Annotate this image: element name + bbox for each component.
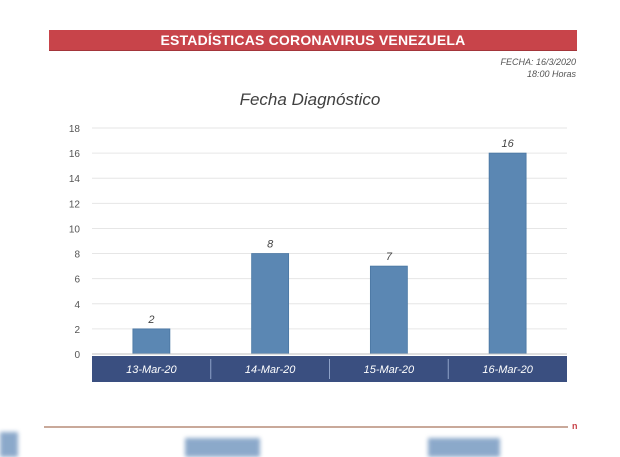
bar bbox=[132, 328, 171, 355]
page-title: ESTADÍSTICAS CORONAVIRUS VENEZUELA bbox=[160, 32, 466, 48]
y-tick-label: 10 bbox=[69, 224, 81, 235]
report-time: 18:00 Horas bbox=[526, 69, 576, 79]
data-label: 16 bbox=[502, 138, 515, 150]
data-label: 2 bbox=[147, 314, 154, 326]
x-tick-label: 14-Mar-20 bbox=[245, 364, 296, 376]
y-tick-label: 6 bbox=[74, 275, 80, 286]
report-meta: FECHA: 16/3/2020 18:00 Horas bbox=[500, 56, 576, 80]
y-tick-label: 2 bbox=[74, 325, 80, 336]
x-tick-label: 15-Mar-20 bbox=[364, 364, 415, 376]
report-date: FECHA: 16/3/2020 bbox=[500, 57, 576, 67]
decorative-blob-right bbox=[428, 438, 500, 457]
decorative-blob-center bbox=[185, 438, 260, 457]
footer-mark: n bbox=[572, 421, 578, 431]
chart-title: Fecha Diagnóstico bbox=[239, 90, 381, 109]
bar bbox=[251, 253, 290, 355]
x-tick-label: 16-Mar-20 bbox=[482, 364, 533, 376]
decorative-blob-left bbox=[0, 432, 18, 457]
title-banner: ESTADÍSTICAS CORONAVIRUS VENEZUELA bbox=[49, 30, 577, 51]
data-label: 7 bbox=[386, 251, 393, 263]
y-tick-label: 8 bbox=[74, 250, 80, 261]
y-tick-label: 0 bbox=[74, 350, 80, 361]
y-tick-label: 16 bbox=[69, 149, 81, 160]
y-tick-label: 14 bbox=[69, 174, 81, 185]
footer-divider bbox=[44, 426, 568, 428]
data-label: 8 bbox=[267, 239, 274, 251]
bar bbox=[369, 265, 408, 355]
y-tick-label: 12 bbox=[69, 199, 81, 210]
bar bbox=[488, 152, 527, 355]
y-tick-label: 18 bbox=[69, 124, 81, 135]
y-tick-label: 4 bbox=[74, 300, 80, 311]
x-tick-label: 13-Mar-20 bbox=[126, 364, 177, 376]
